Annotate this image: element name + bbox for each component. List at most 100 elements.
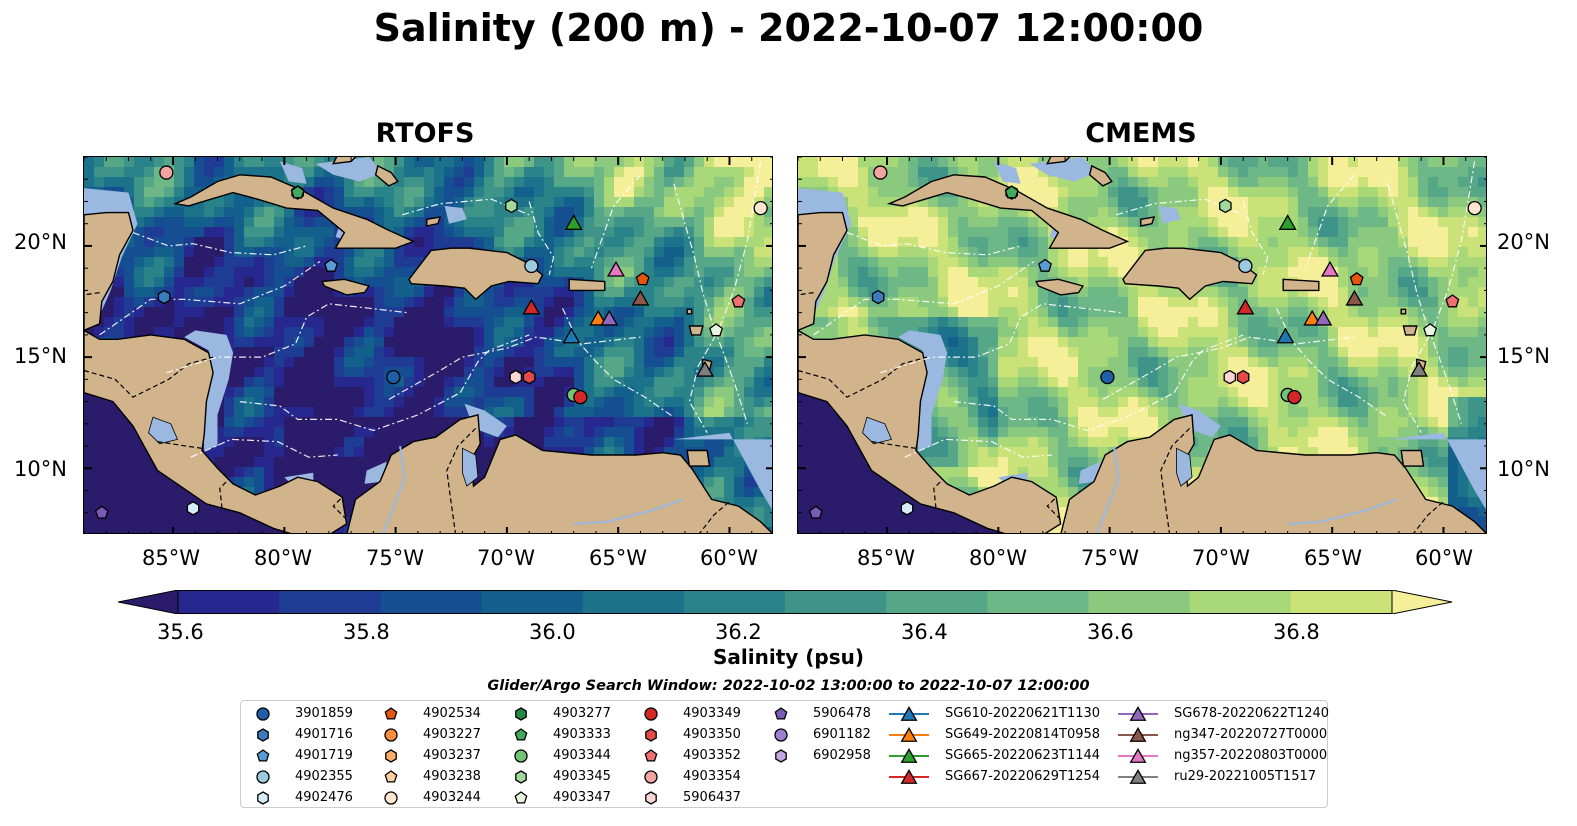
legend-marker-ng357-20220803T0000 [1129, 747, 1147, 763]
glider-ru29-20221005T1517 [696, 360, 714, 377]
legend-marker [774, 707, 788, 720]
colorbar-tick-36-6: 36.6 [1087, 620, 1134, 644]
legend-marker [384, 770, 398, 783]
argo-4903352 [731, 294, 746, 308]
lon-label-85w-left: 85°W [142, 546, 200, 570]
land-southAmerica [1060, 414, 1486, 533]
legend-marker-SG667-20220629T1254 [900, 768, 918, 784]
argo-3901859 [386, 369, 401, 385]
land [798, 157, 1486, 533]
argo-4901719 [324, 258, 338, 272]
glider-SG610-20220621T1130 [562, 327, 581, 344]
lon-label-65w-right: 65°W [1304, 546, 1362, 570]
land [84, 157, 772, 533]
land-bahamas2 [1088, 164, 1113, 187]
argo-5906437 [509, 369, 523, 385]
glider-SG610-20220621T1130 [1276, 327, 1295, 344]
colorbar-segment [683, 590, 786, 614]
argo-4903352 [1445, 294, 1460, 308]
land-bahamas2 [374, 164, 399, 187]
legend-label: 4903352 [683, 748, 741, 763]
argo-4902355 [1238, 258, 1253, 274]
axis-ticks [798, 157, 1486, 533]
legend-label: 4902534 [423, 706, 481, 721]
map-cmems[interactable] [797, 156, 1487, 534]
legend-label: 4902355 [295, 769, 353, 784]
land-trinidad [1400, 449, 1425, 467]
argo-floats [94, 165, 768, 519]
argo-4903333 [1004, 185, 1019, 199]
glider-SG678-20220622T1240 [1314, 309, 1333, 326]
colorbar-graphic [117, 589, 1453, 615]
colorbar-segment [785, 590, 887, 614]
legend-marker-4902355 [256, 770, 270, 784]
map-canvas [798, 157, 1486, 533]
lake-nicaragua [862, 416, 893, 445]
argo-3901859 [1100, 369, 1115, 385]
argo-5906478 [94, 505, 109, 519]
land-jamaica [321, 278, 371, 296]
legend-marker [644, 749, 658, 762]
lon-label-75w-left: 75°W [366, 546, 424, 570]
figure-title: Salinity (200 m) - 2022-10-07 12:00:00 [373, 6, 1204, 50]
colorbar-segment [178, 590, 280, 614]
legend-label: SG667-20220629T1254 [945, 769, 1101, 784]
legend-marker-4903227 [384, 728, 398, 742]
argo-4903347 [1423, 323, 1438, 337]
legend-marker [385, 749, 397, 763]
land-cuba [172, 174, 416, 249]
argo-4903345 [1219, 198, 1232, 214]
legend-label: 4903244 [423, 790, 481, 805]
colorbar-segment [1189, 590, 1292, 614]
map-rtofs[interactable] [83, 156, 773, 534]
land-antigua [1400, 308, 1407, 315]
gliders [522, 214, 714, 377]
legend-marker [889, 705, 929, 721]
legend-marker [384, 707, 398, 720]
legend-label: 5906478 [813, 706, 871, 721]
argo-4903350 [522, 369, 536, 385]
legend-marker [257, 728, 269, 742]
legend-label: 4903333 [553, 727, 611, 742]
lake-maracaibo [462, 447, 479, 487]
land-bahamas [1046, 157, 1071, 165]
legend-marker-4903333 [514, 728, 528, 741]
legend-marker [384, 791, 398, 805]
colorbar-segment [987, 590, 1089, 614]
legend-marker-4902476 [257, 791, 269, 805]
legend-marker [514, 749, 528, 763]
legend-marker-4903347 [514, 791, 528, 804]
land-centralAmerica [798, 329, 1062, 533]
lat-label-15n-left: 15°N [14, 344, 67, 368]
lon-label-60w-left: 60°W [700, 546, 758, 570]
lake-nicaragua [148, 416, 179, 445]
argo-5906478 [808, 505, 823, 519]
argo-4902534 [635, 271, 650, 286]
legend-marker [1118, 768, 1158, 784]
legend-label: SG649-20220814T0958 [945, 727, 1101, 742]
legend-marker-4903350 [645, 728, 657, 742]
argo-4903349 [573, 389, 588, 405]
glider-ng357-20220803T0000 [606, 260, 625, 277]
gliders [1236, 214, 1428, 377]
argo-4903354 [873, 165, 888, 180]
legend-marker [644, 707, 658, 721]
eez-boundaries [813, 161, 1476, 458]
legend-label: 4903345 [553, 769, 611, 784]
axis-ticks [84, 157, 772, 533]
legend-label: 4903350 [683, 727, 741, 742]
panel-title-rtofs: RTOFS [375, 118, 475, 149]
legend-label: 4901716 [295, 727, 353, 742]
legend-marker-4903345 [515, 770, 527, 784]
legend-marker [256, 749, 270, 762]
argo-4903349 [1287, 389, 1302, 405]
colorbar-segment [1088, 590, 1191, 614]
legend-marker-6902958 [775, 749, 787, 763]
legend-marker [256, 707, 270, 721]
legend-marker-5906478 [774, 707, 788, 720]
legend-marker [1118, 726, 1158, 742]
river-orinoco [573, 498, 684, 525]
land-puertoRico [1282, 278, 1320, 292]
land-puertoRico [568, 278, 606, 292]
land-bahamas3 [426, 216, 442, 227]
